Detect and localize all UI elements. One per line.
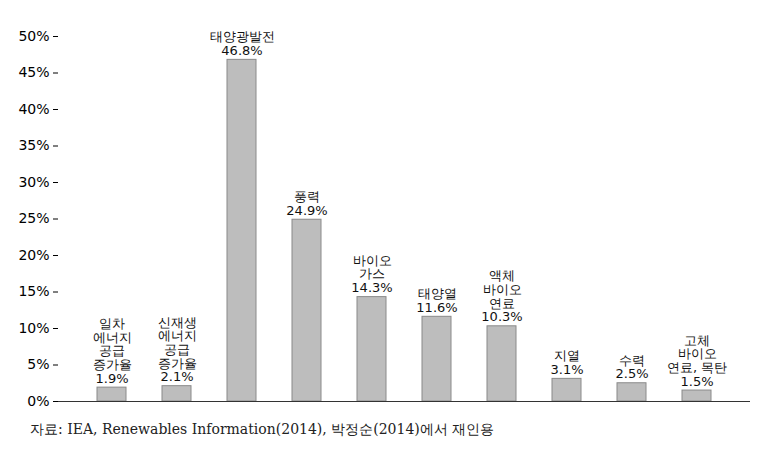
- svg-text:바이오가스14.3%: 바이오가스14.3%: [351, 253, 392, 295]
- svg-text:5%: 5%: [27, 356, 49, 372]
- svg-text:30%: 30%: [18, 174, 49, 190]
- svg-text:45%: 45%: [18, 64, 49, 80]
- svg-text:35%: 35%: [18, 137, 49, 153]
- svg-text:풍력24.9%: 풍력24.9%: [286, 189, 327, 218]
- html-text:자료: IEA, Renewables Informatio: 자료: IEA, Renewables Information(2014), 박…: [30, 421, 495, 437]
- svg-text:20%: 20%: [18, 247, 49, 263]
- svg-text:0%: 0%: [27, 393, 49, 409]
- svg-text:10%: 10%: [18, 320, 49, 336]
- svg-text:40%: 40%: [18, 101, 49, 117]
- svg-text:액체바이오연료10.3%: 액체바이오연료10.3%: [481, 268, 522, 324]
- svg-text:수력2.5%: 수력2.5%: [615, 353, 648, 382]
- svg-text:태양광발전46.8%: 태양광발전46.8%: [210, 29, 275, 58]
- svg-text:지열3.1%: 지열3.1%: [550, 348, 583, 377]
- svg-text:일차에너지공급증가율1.9%: 일차에너지공급증가율1.9%: [93, 316, 132, 386]
- svg-text:15%: 15%: [18, 283, 49, 299]
- svg-text:태양열11.6%: 태양열11.6%: [416, 286, 457, 315]
- svg-text:25%: 25%: [18, 210, 49, 226]
- svg-text:신재생에너지공급증가율2.1%: 신재생에너지공급증가율2.1%: [158, 315, 197, 385]
- svg-text:50%: 50%: [18, 28, 49, 44]
- svg-text:고체바이오연료, 목탄1.5%: 고체바이오연료, 목탄1.5%: [667, 333, 727, 389]
